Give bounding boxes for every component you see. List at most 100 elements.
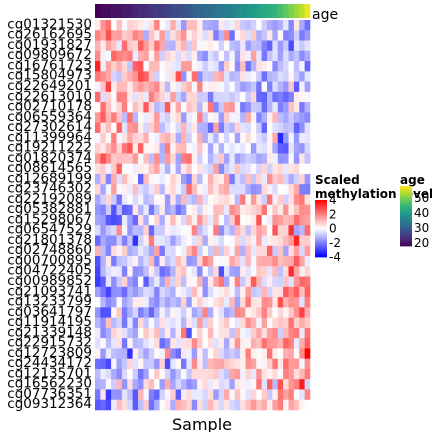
heatmap-cell	[100, 194, 107, 206]
heatmap-cell	[95, 40, 101, 52]
heatmap-cell	[277, 399, 284, 411]
heatmap-cell	[240, 204, 246, 216]
heatmap-cell	[261, 235, 268, 247]
heatmap-cell	[218, 153, 225, 164]
age-legend-color-step	[400, 193, 412, 196]
age-legend-color-step	[400, 190, 412, 193]
heatmap-cell	[191, 184, 198, 195]
age-annotation-cell	[229, 4, 236, 18]
heatmap-cell	[111, 40, 117, 52]
heatmap-cell	[229, 81, 236, 93]
heatmap-cell	[245, 358, 252, 370]
heatmap-cell	[181, 245, 187, 257]
scaled-legend-colorbar	[315, 200, 327, 258]
heatmap-cell	[105, 153, 112, 164]
heatmap-cell	[213, 30, 219, 41]
heatmap-cell	[288, 399, 295, 411]
heatmap-cell	[218, 102, 225, 113]
heatmap-cell	[218, 71, 225, 82]
heatmap-cell	[121, 348, 128, 359]
heatmap-cell	[138, 389, 144, 401]
heatmap-cell	[197, 163, 203, 175]
heatmap-cell	[267, 307, 273, 318]
heatmap-cell	[121, 317, 128, 329]
heatmap-cell	[283, 266, 289, 277]
heatmap-cell	[261, 132, 268, 144]
age-annotation-cell	[261, 4, 268, 18]
row-label: cg00989852	[7, 273, 92, 289]
heatmap-cell	[138, 163, 144, 175]
heatmap-cell	[127, 399, 133, 411]
heatmap-cell	[197, 81, 203, 93]
heatmap-cell	[100, 256, 107, 267]
heatmap-cell	[272, 266, 279, 277]
heatmap-cell	[240, 91, 246, 103]
heatmap-cell	[224, 286, 230, 298]
row-label: cg16562230	[7, 376, 92, 392]
heatmap-cell	[105, 317, 112, 329]
heatmap-cell	[288, 173, 295, 185]
heatmap-cell	[304, 297, 311, 308]
heatmap-cell	[234, 256, 241, 267]
heatmap-cell	[213, 112, 219, 123]
heatmap-cell	[197, 102, 203, 113]
heatmap-cell	[159, 153, 166, 164]
heatmap-cell	[234, 379, 241, 390]
heatmap-cell	[288, 338, 295, 349]
heatmap-cell	[267, 61, 273, 72]
heatmap-cell	[164, 132, 171, 144]
heatmap-cell	[164, 348, 171, 359]
heatmap-cell	[213, 389, 219, 401]
heatmap-cell	[213, 184, 219, 195]
heatmap-cell	[234, 20, 241, 31]
heatmap-cell	[272, 317, 279, 329]
heatmap-cell	[186, 379, 193, 390]
age-annotation-cell	[100, 4, 107, 18]
heatmap-cell	[132, 132, 139, 144]
heatmap-cell	[143, 348, 150, 359]
heatmap-cell	[132, 348, 139, 359]
heatmap-cell	[170, 327, 176, 339]
heatmap-cell	[121, 143, 128, 154]
heatmap-cell	[202, 184, 209, 195]
heatmap-cell	[186, 184, 193, 195]
row-label: cg12723809	[7, 345, 92, 361]
heatmap-cell	[213, 20, 219, 31]
heatmap-cell	[105, 112, 112, 123]
heatmap-cell	[283, 307, 289, 318]
heatmap-cell	[95, 266, 101, 277]
heatmap-cell	[240, 50, 246, 62]
heatmap-cell	[143, 153, 150, 164]
heatmap-cell	[224, 112, 230, 123]
heatmap-cell	[197, 40, 203, 52]
heatmap-cell	[272, 20, 279, 31]
heatmap-cell	[202, 327, 209, 339]
heatmap-cell	[95, 338, 101, 349]
heatmap-cell	[132, 61, 139, 72]
heatmap-cell	[304, 112, 311, 123]
heatmap-cell	[197, 20, 203, 31]
heatmap-cell	[148, 143, 155, 154]
heatmap-cell	[127, 327, 133, 339]
heatmap-cell	[148, 307, 155, 318]
heatmap-cell	[283, 132, 289, 144]
heatmap-cell	[261, 163, 268, 175]
heatmap-cell	[148, 348, 155, 359]
heatmap-cell	[170, 358, 176, 370]
heatmap-cell	[191, 317, 198, 329]
heatmap-cell	[100, 20, 107, 31]
heatmap-cell	[95, 20, 101, 31]
heatmap-cell	[245, 399, 252, 411]
heatmap-cell	[154, 225, 160, 236]
row-label: cg03641797	[7, 304, 92, 320]
heatmap-cell	[191, 297, 198, 308]
heatmap-cell	[170, 266, 176, 277]
heatmap-cell	[256, 317, 262, 329]
heatmap-cell	[105, 256, 112, 267]
heatmap-cell	[277, 143, 284, 154]
heatmap-cell	[164, 112, 171, 123]
heatmap-cell	[234, 71, 241, 82]
heatmap-cell	[272, 184, 279, 195]
heatmap-cell	[234, 348, 241, 359]
heatmap-cell	[293, 348, 300, 359]
